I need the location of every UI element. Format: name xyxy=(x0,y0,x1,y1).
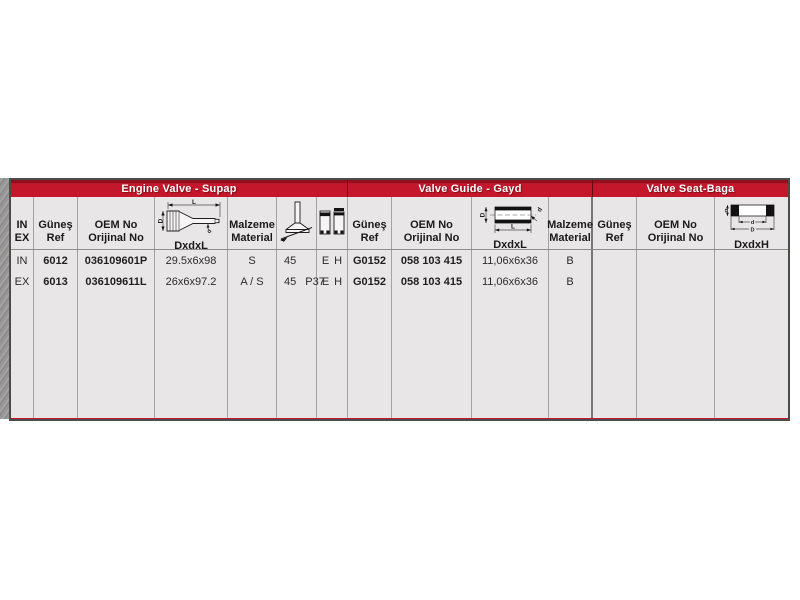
cell-seat-dims xyxy=(715,250,788,271)
cell-valve-dims: 29.5x6x98 xyxy=(165,254,217,267)
cell-seat-ref xyxy=(593,271,636,292)
column-header-row: IN EX Güneş Ref OEM No Orijinal No L D d xyxy=(11,197,788,252)
column-guide-dims: 11,06x6x36 11,06x6x36 xyxy=(472,250,549,418)
section-title-valve-guide: Valve Guide - Gayd xyxy=(348,180,593,197)
cell-seat-ref xyxy=(593,250,636,271)
svg-text:d: d xyxy=(206,228,213,235)
cell-guide-oem: 058 103 415 xyxy=(400,275,463,288)
cell-guide-ref: G0152 xyxy=(352,254,387,267)
section-header-bar: Engine Valve - Supap Valve Guide - Gayd … xyxy=(11,180,788,197)
cell-guide-dims: 11,06x6x36 xyxy=(481,275,539,288)
cell-seat-oem xyxy=(637,271,714,292)
svg-text:d: d xyxy=(750,220,753,226)
cell-seat-angle: 45 P37 xyxy=(284,275,325,288)
svg-text:L: L xyxy=(511,224,515,231)
table-body: IN EX 6012 6013 036109601P 036109611L 29… xyxy=(11,250,788,419)
header-malzeme-guide: Malzeme Material xyxy=(547,197,593,249)
section-title-engine-valve: Engine Valve - Supap xyxy=(11,180,348,197)
header-dxdxh-seat: H d D DxdxH xyxy=(715,197,788,251)
cell-guide-oem: 058 103 415 xyxy=(400,254,463,267)
cell-in-ex: EX xyxy=(14,275,30,288)
column-seat-dims xyxy=(715,250,788,418)
cell-in-ex: IN xyxy=(16,254,28,267)
column-guide-ref: G0152 G0152 xyxy=(348,250,392,418)
valve-guide-diagram-icon: D d L xyxy=(473,199,547,239)
engine-valve-diagram-icon: L D d xyxy=(158,199,224,240)
column-seat-ref xyxy=(593,250,637,418)
section-title-valve-seat: Valve Seat-Baga xyxy=(593,180,788,197)
svg-text:D: D xyxy=(480,212,487,217)
header-seat-angle xyxy=(277,197,317,249)
cell-guide-material: B xyxy=(566,254,574,267)
header-gunes-ref-seat: Güneş Ref xyxy=(593,197,637,249)
header-dxdxl-valve: L D d DxdxL xyxy=(155,197,228,252)
table-edge-strip xyxy=(0,178,9,419)
cell-seat-angle: 45 xyxy=(284,254,297,267)
header-oem-no-guide: OEM No Orijinal No xyxy=(392,197,472,249)
column-valve-dims: 29.5x6x98 26x6x97.2 xyxy=(155,250,228,418)
column-valve-material: S A / S xyxy=(228,250,277,418)
parts-catalog-table: Engine Valve - Supap Valve Guide - Gayd … xyxy=(9,178,790,421)
header-dxdxl-guide: D d L DxdxL xyxy=(472,197,549,251)
cell-seat-dims xyxy=(715,271,788,292)
valve-seat-diagram-icon: H d D xyxy=(723,199,779,239)
column-valve-ref: 6012 6013 xyxy=(34,250,78,418)
column-in-ex: IN EX xyxy=(11,250,34,418)
stem-tip-types-icon xyxy=(318,204,346,242)
header-malzeme-valve: Malzeme Material xyxy=(228,197,277,249)
cell-guide-dims: 11,06x6x36 xyxy=(481,254,539,267)
cell-guide-material: B xyxy=(566,275,574,288)
cell-valve-oem: 036109611L xyxy=(85,275,147,288)
svg-text:d: d xyxy=(536,206,544,213)
column-guide-oem: 058 103 415 058 103 415 xyxy=(392,250,472,418)
column-guide-material: B B xyxy=(549,250,593,418)
svg-text:D: D xyxy=(158,218,165,223)
cell-guide-ref: G0152 xyxy=(352,275,387,288)
header-oem-no-valve: OEM No Orijinal No xyxy=(78,197,155,249)
cell-valve-ref: 6013 xyxy=(43,275,68,288)
cell-seat-oem xyxy=(637,250,714,271)
cell-valve-ref: 6012 xyxy=(43,254,68,267)
cell-valve-material: S xyxy=(248,254,256,267)
header-stem-tip xyxy=(317,197,348,249)
header-oem-no-seat: OEM No Orijinal No xyxy=(637,197,715,249)
header-gunes-ref-guide: Güneş Ref xyxy=(348,197,392,249)
column-valve-oem: 036109601P 036109611L xyxy=(78,250,155,418)
column-seat-oem xyxy=(637,250,715,418)
svg-text:L: L xyxy=(192,199,196,206)
column-seat-angle: 45 45 P37 xyxy=(277,250,325,418)
cell-valve-material: A / S xyxy=(240,275,264,288)
valve-seat-angle-icon xyxy=(279,199,315,247)
svg-text:D: D xyxy=(750,227,754,233)
cell-valve-oem: 036109601P xyxy=(84,254,148,267)
cell-valve-dims: 26x6x97.2 xyxy=(165,275,217,288)
svg-text:H: H xyxy=(725,208,730,212)
header-in-ex: IN EX xyxy=(11,197,34,249)
header-gunes-ref-valve: Güneş Ref xyxy=(34,197,78,249)
